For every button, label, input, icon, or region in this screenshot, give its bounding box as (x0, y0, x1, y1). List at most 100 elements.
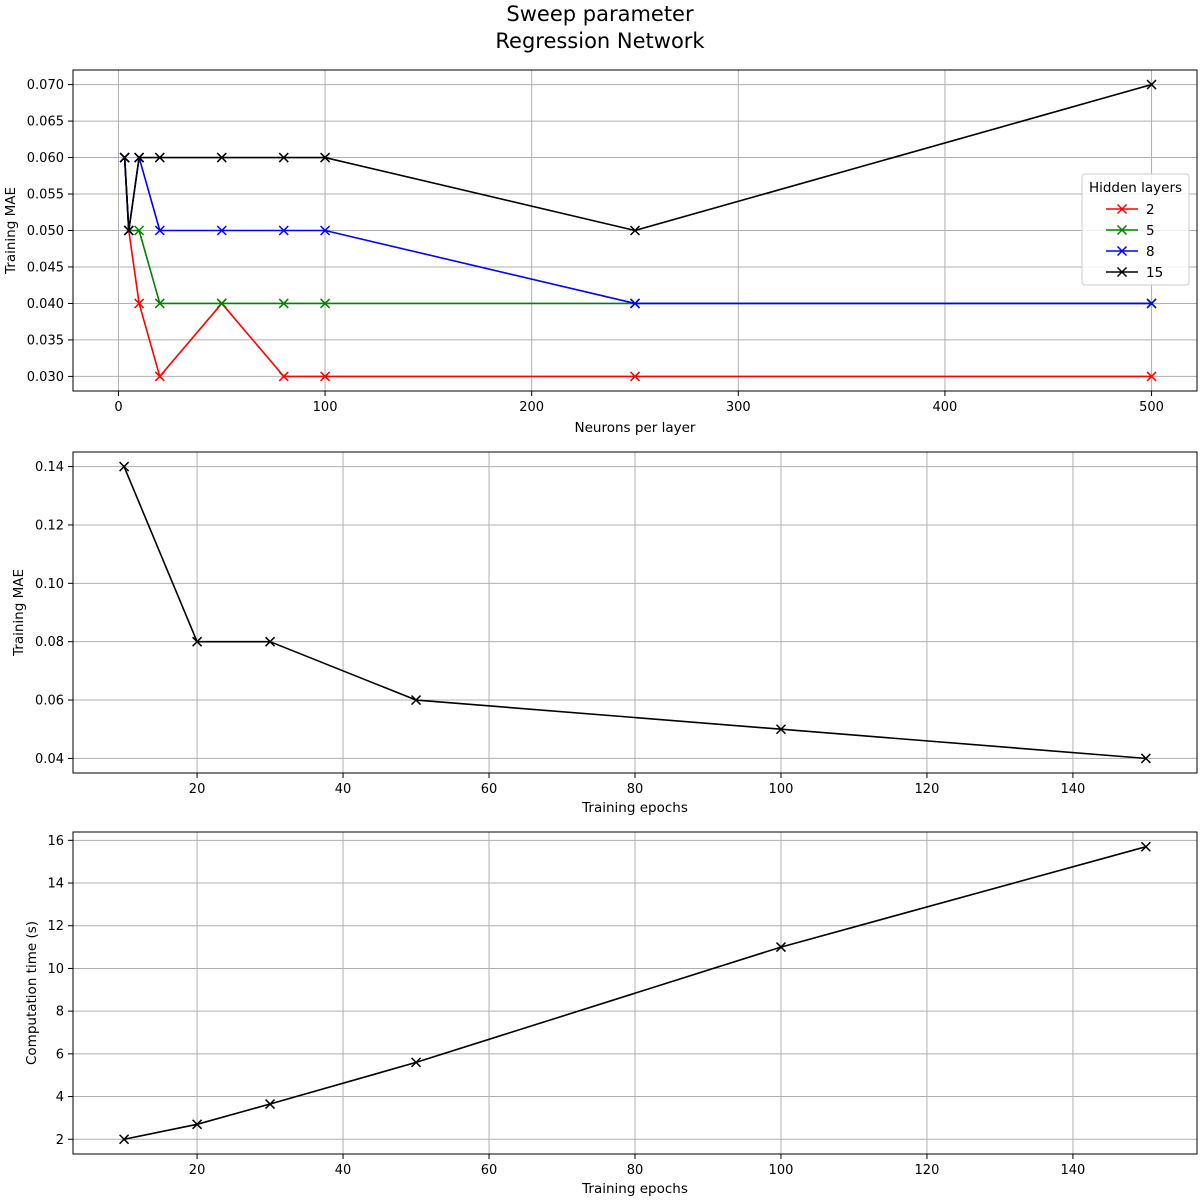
y-tick-label: 8 (56, 1005, 64, 1020)
x-tick-label: 40 (335, 782, 352, 797)
x-tick-label: 400 (933, 400, 958, 415)
series-1 (119, 841, 1151, 1145)
y-tick-label: 0.12 (35, 518, 64, 533)
data-point (278, 225, 289, 236)
x-tick-label: 300 (726, 400, 751, 415)
chart-panel-2: 20 40 60 80 100 120 140 0.04 0.06 0.08 0.10 0.12 0.1… (11, 451, 1198, 816)
data-point (119, 461, 130, 472)
legend-title: Hidden layers (1089, 180, 1182, 196)
data-point (123, 225, 134, 236)
x-tick-label: 140 (1061, 782, 1086, 797)
data-point (154, 225, 165, 236)
data-point (1146, 79, 1157, 90)
data-point (411, 695, 422, 706)
data-point (119, 1134, 130, 1145)
y-tick-label: 0.030 (27, 370, 64, 385)
data-point (278, 152, 289, 163)
data-point (216, 152, 227, 163)
x-tick-label: 0 (114, 400, 122, 415)
x-tick-label: 20 (189, 1163, 206, 1178)
figure-title-line2: Regression Network (495, 29, 705, 53)
y-axis-label: Training MAE (11, 569, 27, 657)
y-tick-label: 0.070 (27, 78, 64, 93)
data-point (134, 225, 145, 236)
y-axis-label: Computation time (s) (24, 921, 40, 1065)
y-tick-label: 4 (56, 1090, 64, 1105)
x-tick-label: 140 (1061, 1163, 1086, 1178)
plot-frame (72, 451, 1198, 774)
data-point (192, 636, 203, 647)
y-tick-label: 0.050 (27, 224, 64, 239)
legend-label-5: 5 (1146, 223, 1155, 239)
series-line (123, 845, 1147, 1141)
data-point (775, 724, 787, 735)
y-tick-label: 16 (47, 834, 64, 849)
x-axis-label: Training epochs (581, 1181, 688, 1197)
x-axis-label: Neurons per layer (575, 420, 696, 436)
data-point (119, 152, 130, 163)
y-tick-label: 0.08 (35, 635, 64, 650)
series-1 (119, 461, 1151, 764)
data-point (629, 225, 641, 236)
y-tick-label: 0.04 (35, 752, 64, 767)
y-tick-label: 0.040 (27, 297, 64, 312)
legend-marker-8 (1116, 245, 1128, 257)
data-point (629, 371, 641, 382)
y-tick-label: 0.035 (27, 333, 64, 348)
legend-marker-5 (1116, 224, 1128, 236)
series-15 (119, 79, 1157, 236)
x-tick-label: 120 (915, 782, 940, 797)
data-point (1140, 841, 1151, 852)
legend-label-2: 2 (1146, 202, 1155, 218)
data-point (134, 298, 145, 309)
data-point (265, 1098, 276, 1110)
series-line (123, 466, 1146, 760)
data-point (629, 298, 641, 309)
x-tick-label: 80 (627, 782, 644, 797)
data-point (278, 298, 289, 309)
legend: Hidden layers 2 5 8 15 (1081, 173, 1190, 286)
x-tick-label: 100 (769, 1163, 794, 1178)
y-tick-label: 6 (56, 1047, 64, 1062)
data-point (1146, 371, 1157, 382)
plot-frame (72, 69, 1198, 392)
data-point (192, 1119, 203, 1130)
y-tick-label: 0.060 (27, 151, 64, 166)
data-point (154, 371, 165, 382)
data-point (320, 152, 331, 163)
y-tick-label: 10 (47, 962, 64, 977)
chart-panel-1: 0 100 200 300 400 500 0.030 0.035 0.040 0.045 0.05… (3, 69, 1198, 436)
data-point (265, 636, 276, 647)
x-tick-label: 60 (481, 782, 498, 797)
data-point (134, 152, 145, 163)
data-point (1140, 753, 1151, 764)
y-tick-label: 12 (47, 919, 64, 934)
data-point (320, 371, 331, 382)
y-tick-label: 0.10 (35, 577, 64, 592)
y-tick-label: 0.045 (27, 260, 64, 275)
y-tick-label: 2 (56, 1133, 64, 1148)
plot-frame (72, 831, 1198, 1155)
data-point (216, 298, 227, 309)
legend-marker-15 (1116, 266, 1128, 278)
x-tick-label: 100 (769, 782, 794, 797)
legend-label-8: 8 (1146, 244, 1155, 260)
y-tick-label: 0.06 (35, 694, 64, 709)
legend-marker-2 (1116, 203, 1128, 215)
data-point (1146, 298, 1157, 309)
data-point (411, 1057, 422, 1068)
y-tick-label: 14 (47, 877, 64, 892)
y-tick-label: 0.055 (27, 188, 64, 203)
x-tick-label: 500 (1139, 400, 1164, 415)
x-tick-label: 120 (915, 1163, 940, 1178)
chart-panel-3: 20 40 60 80 100 120 140 2 4 6 8 10 12 14 16 Training ep… (24, 831, 1198, 1197)
data-point (775, 942, 787, 953)
data-point (320, 225, 331, 236)
data-point (320, 298, 331, 309)
data-point (154, 152, 165, 163)
x-tick-label: 80 (627, 1163, 644, 1178)
x-tick-label: 60 (481, 1163, 498, 1178)
figure-title-line1: Sweep parameter (506, 2, 694, 26)
y-tick-label: 0.065 (27, 115, 64, 130)
